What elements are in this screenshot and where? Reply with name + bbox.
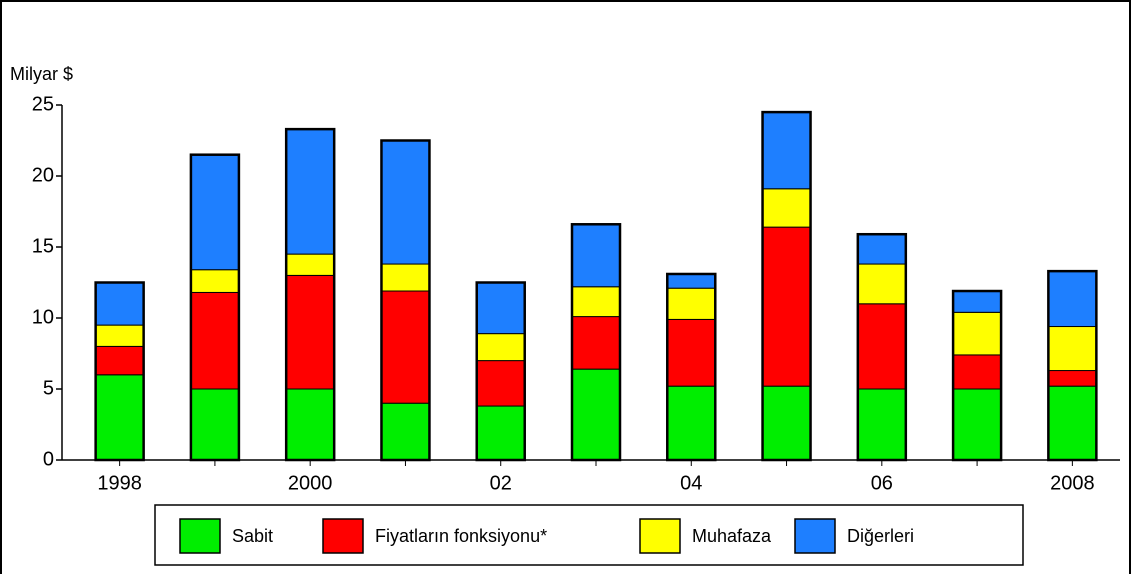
legend-swatch [639,518,681,554]
bar-segment [952,354,1002,390]
x-tick-label: 06 [871,472,893,494]
bar-segment [857,303,907,390]
y-axis-label: Milyar $ [10,64,73,84]
bar-segment [190,388,240,461]
x-tick-label: 04 [680,472,702,494]
bar-segment [95,374,145,461]
bar-segment [380,263,430,292]
bar-segment [666,287,716,320]
legend-label: Diğerleri [847,526,914,546]
y-tick-label: 15 [32,235,54,257]
bar-outline [856,232,908,462]
legend-label: Fiyatların fonksiyonu* [375,526,547,546]
bar-outline [94,281,145,462]
x-tick-label: 2000 [288,472,333,494]
bar-segment [571,286,621,318]
y-tick-label: 20 [32,164,54,186]
x-tick-label: 2008 [1050,472,1095,494]
bar-segment [762,111,812,190]
bar-segment [857,263,907,305]
legend-label: Muhafaza [692,526,772,546]
bar-segment [476,360,526,407]
bar-segment [666,273,716,289]
bar-segment [571,223,621,288]
bar-outline [475,281,526,462]
bar-segment [95,324,145,347]
bar-segment [666,385,716,461]
bar-segment [380,290,430,404]
bar-segment [285,274,335,390]
bar-segment [952,311,1002,356]
bar-outline [1047,269,1098,462]
bar-segment [285,253,335,276]
bar-segment [857,233,907,265]
x-tick-label: 02 [490,472,512,494]
y-tick-label: 0 [43,448,54,470]
bar-segment [762,226,812,387]
bar-outline [761,110,812,462]
bar-segment [285,388,335,461]
bar-segment [952,290,1002,313]
bar-outline [570,223,622,462]
legend-swatch [322,518,364,554]
bar-segment [1047,385,1097,461]
bar-segment [952,388,1002,461]
bar-segment [857,388,907,461]
bar-segment [476,405,526,461]
bar-outline [284,127,336,462]
bar-segment [571,316,621,370]
bar-segment [190,154,240,271]
bar-segment [476,333,526,362]
y-tick-label: 5 [43,377,54,399]
bar-segment [380,402,430,461]
bar-segment [190,291,240,390]
legend-swatch [179,518,221,554]
bar-segment [476,282,526,335]
bar-segment [380,140,430,265]
bar-segment [190,269,240,293]
y-tick-label: 25 [32,93,54,115]
bar-outline [189,153,241,462]
legend-box [154,504,1024,566]
bar-outline [380,139,431,462]
bar-segment [571,368,621,461]
bar-segment [1047,370,1097,387]
x-tick-label: 1998 [97,472,142,494]
bar-segment [1047,270,1097,328]
bar-outline [951,289,1003,462]
bar-segment [95,282,145,326]
bar-segment [285,128,335,255]
bar-segment [1047,326,1097,372]
legend-swatch [794,518,836,554]
bar-segment [95,345,145,376]
bar-outline [666,272,717,462]
bar-segment [762,385,812,461]
bar-segment [666,318,716,387]
y-tick-label: 10 [32,306,54,328]
bar-segment [762,188,812,228]
legend-label: Sabit [232,526,273,546]
